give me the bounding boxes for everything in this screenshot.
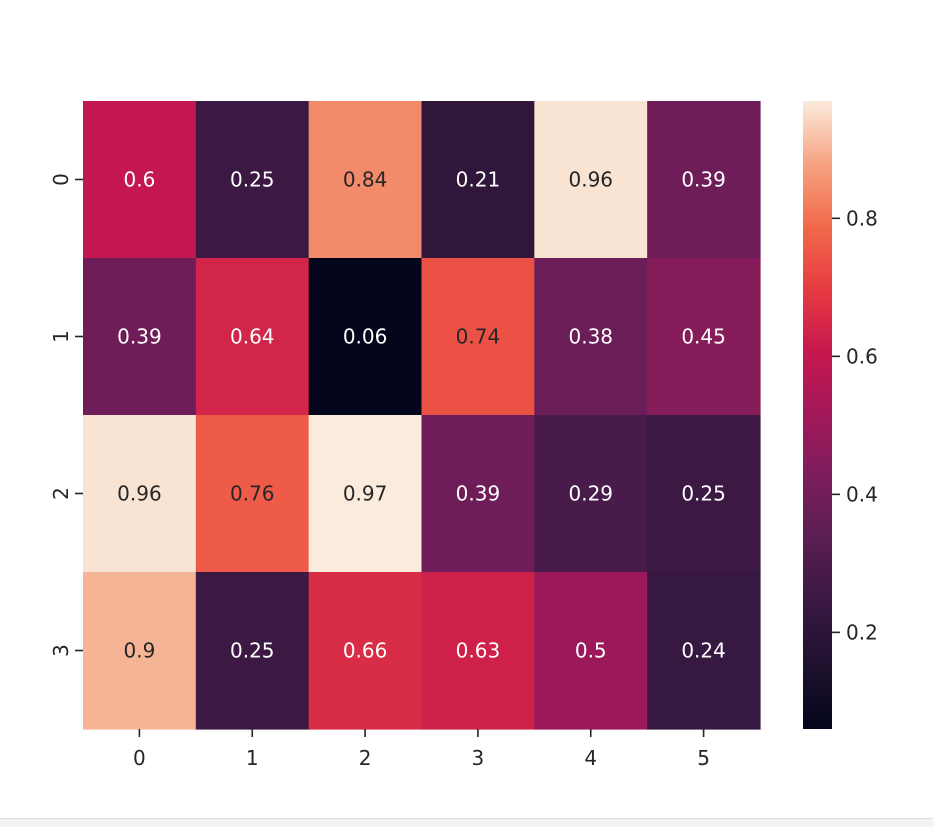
- heatmap-cell-r3-c1: [195, 572, 310, 730]
- heatmap-cell-r1-c3: [421, 258, 535, 416]
- heatmap-cell-r1-c0: [83, 258, 197, 416]
- cell-label-r0-c0: 0.6: [124, 168, 156, 192]
- x-tick-label-2: 2: [359, 746, 372, 770]
- heatmap-cell-r0-c0: [83, 101, 197, 259]
- heatmap-cell-r3-c3: [421, 572, 535, 730]
- heatmap-cell-r2-c4: [534, 415, 648, 573]
- heatmap-cell-r2-c5: [647, 415, 761, 573]
- cell-label-r2-c5: 0.25: [681, 482, 726, 506]
- cell-label-r2-c1: 0.76: [230, 482, 275, 506]
- heatmap-cell-labels: 0.6 0.25 0.84 0.21 0.96 0.39 0.39 0.64 0.06 0.74 0…: [117, 168, 726, 663]
- window-bottom-edge: [0, 818, 933, 827]
- cell-label-r1-c2: 0.06: [343, 325, 388, 349]
- colorbar-tick-label-1: 0.4: [846, 482, 878, 506]
- cell-label-r1-c4: 0.38: [568, 325, 613, 349]
- heatmap-cell-r3-c0: [83, 572, 197, 730]
- cell-label-r2-c3: 0.39: [456, 482, 501, 506]
- heatmap-cell-r2-c1: [195, 415, 310, 573]
- heatmap-cells: [83, 101, 761, 730]
- x-axis: 0 1 2 3 4 5: [133, 729, 710, 770]
- y-tick-label-1: 1: [49, 330, 73, 343]
- cell-label-r1-c5: 0.45: [681, 325, 726, 349]
- heatmap-cell-r1-c5: [647, 258, 761, 416]
- cell-label-r3-c5: 0.24: [681, 639, 726, 663]
- cell-label-r3-c0: 0.9: [124, 639, 156, 663]
- y-tick-label-3: 3: [49, 644, 73, 657]
- heatmap-cell-r0-c1: [195, 101, 310, 259]
- cell-label-r0-c4: 0.96: [568, 168, 613, 192]
- x-tick-label-4: 4: [584, 746, 597, 770]
- heatmap-cell-r3-c2: [308, 572, 423, 730]
- y-tick-label-0: 0: [49, 173, 73, 186]
- x-tick-label-3: 3: [472, 746, 485, 770]
- colorbar: 0.2 0.4 0.6 0.8: [803, 101, 878, 729]
- cell-label-r0-c1: 0.25: [230, 168, 275, 192]
- heatmap-cell-r3-c5: [647, 572, 761, 730]
- cell-label-r2-c2: 0.97: [343, 482, 388, 506]
- heatmap-cell-r3-c4: [534, 572, 648, 730]
- heatmap-cell-r1-c2: [308, 258, 423, 416]
- colorbar-ticks: 0.2 0.4 0.6 0.8: [832, 206, 878, 644]
- heatmap-cell-r0-c4: [534, 101, 648, 259]
- heatmap-cell-r0-c2: [308, 101, 423, 259]
- cell-label-r0-c2: 0.84: [343, 168, 388, 192]
- cell-label-r3-c4: 0.5: [575, 639, 607, 663]
- cell-label-r1-c0: 0.39: [117, 325, 162, 349]
- heatmap-cell-r2-c3: [421, 415, 535, 573]
- colorbar-tick-label-3: 0.8: [846, 206, 878, 230]
- cell-label-r1-c3: 0.74: [456, 325, 501, 349]
- cell-label-r2-c0: 0.96: [117, 482, 162, 506]
- x-tick-label-5: 5: [697, 746, 710, 770]
- heatmap-cell-r1-c4: [534, 258, 648, 416]
- x-tick-label-0: 0: [133, 746, 146, 770]
- cell-label-r0-c5: 0.39: [681, 168, 726, 192]
- heatmap-cell-r1-c1: [195, 258, 310, 416]
- cell-label-r0-c3: 0.21: [456, 168, 501, 192]
- cell-label-r2-c4: 0.29: [568, 482, 613, 506]
- x-tick-label-1: 1: [246, 746, 259, 770]
- colorbar-gradient: [803, 101, 832, 729]
- cell-label-r1-c1: 0.64: [230, 325, 275, 349]
- heatmap-cell-r2-c0: [83, 415, 197, 573]
- cell-label-r3-c2: 0.66: [343, 639, 388, 663]
- colorbar-tick-label-2: 0.6: [846, 344, 878, 368]
- heatmap-cell-r0-c3: [421, 101, 535, 259]
- heatmap-cell-r0-c5: [647, 101, 761, 259]
- y-tick-label-2: 2: [49, 487, 73, 500]
- colorbar-tick-label-0: 0.2: [846, 620, 878, 644]
- heatmap-cell-r2-c2: [308, 415, 423, 573]
- cell-label-r3-c3: 0.63: [456, 639, 501, 663]
- cell-label-r3-c1: 0.25: [230, 639, 275, 663]
- y-axis: 0 1 2 3: [49, 173, 83, 657]
